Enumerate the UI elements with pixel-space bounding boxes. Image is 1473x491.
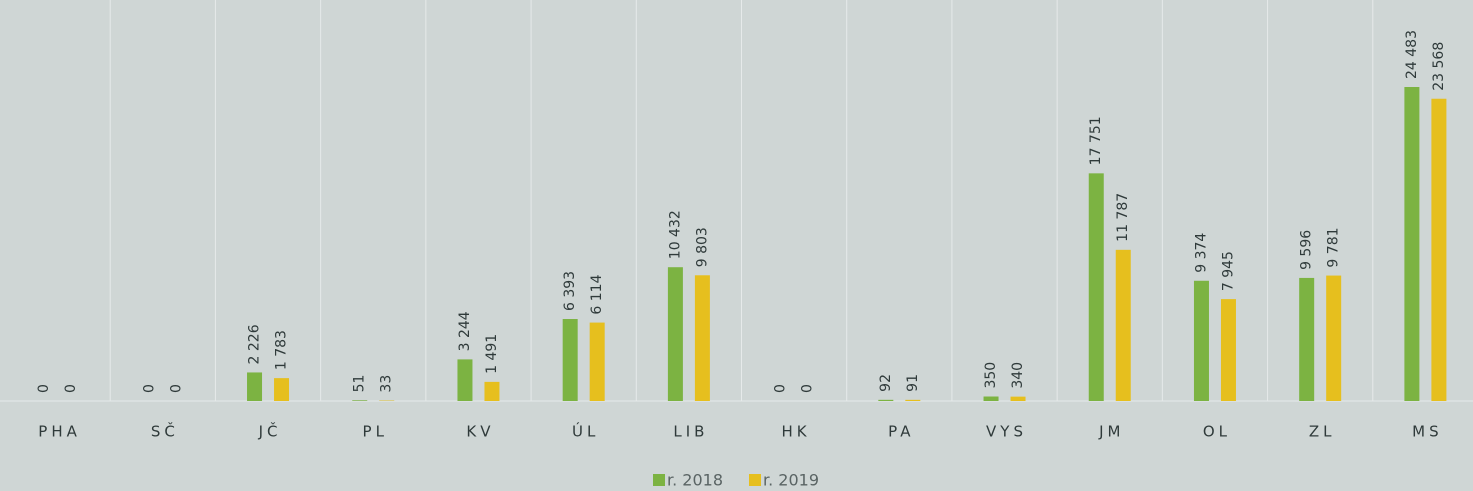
legend-swatch bbox=[749, 474, 761, 486]
value-label: 17 751 bbox=[1088, 116, 1104, 165]
value-label: 0 bbox=[36, 384, 52, 393]
value-label: 23 568 bbox=[1431, 42, 1447, 91]
value-label: 24 483 bbox=[1404, 30, 1420, 79]
value-label: 1 783 bbox=[274, 330, 290, 370]
x-tick-label: OL bbox=[1203, 423, 1231, 441]
value-label: 9 374 bbox=[1193, 233, 1209, 273]
bar bbox=[247, 372, 263, 401]
bar bbox=[667, 267, 683, 401]
value-label: 6 114 bbox=[589, 274, 605, 314]
bar bbox=[1431, 98, 1447, 402]
value-label: 9 803 bbox=[694, 227, 710, 267]
value-label: 10 432 bbox=[667, 210, 683, 259]
bar bbox=[1010, 396, 1026, 401]
value-label: 0 bbox=[141, 384, 157, 393]
value-label: 9 781 bbox=[1326, 227, 1342, 267]
bar bbox=[1115, 249, 1131, 401]
value-label: 11 787 bbox=[1115, 193, 1131, 242]
bar bbox=[562, 319, 578, 401]
legend-label: r. 2018 bbox=[667, 471, 723, 490]
value-label: 1 491 bbox=[484, 334, 500, 374]
x-tick-label: PL bbox=[363, 423, 388, 441]
x-tick-label: JM bbox=[1098, 423, 1124, 441]
x-tick-label: VYS bbox=[986, 423, 1027, 441]
value-label: 9 596 bbox=[1299, 230, 1315, 270]
bar bbox=[352, 400, 368, 401]
bar bbox=[1299, 277, 1315, 401]
bar bbox=[484, 381, 500, 401]
value-label: 91 bbox=[905, 374, 921, 392]
x-tick-label: ZL bbox=[1309, 423, 1336, 441]
value-label: 92 bbox=[878, 374, 894, 392]
bar bbox=[589, 322, 605, 401]
bar bbox=[878, 399, 894, 401]
bar bbox=[457, 359, 473, 401]
value-label: 0 bbox=[63, 384, 79, 393]
x-tick-label: HK bbox=[782, 423, 811, 441]
value-label: 0 bbox=[800, 384, 816, 393]
bar bbox=[1404, 87, 1420, 401]
x-tick-label: SČ bbox=[151, 422, 179, 441]
value-label: 33 bbox=[379, 375, 395, 393]
legend-swatch bbox=[653, 474, 665, 486]
bar bbox=[1220, 299, 1236, 401]
value-label: 6 393 bbox=[562, 271, 578, 311]
bar bbox=[1326, 275, 1342, 401]
bar bbox=[1088, 173, 1104, 401]
value-label: 7 945 bbox=[1220, 251, 1236, 291]
value-label: 340 bbox=[1010, 362, 1026, 389]
x-tick-label: MS bbox=[1412, 423, 1442, 441]
bar bbox=[1193, 280, 1209, 401]
value-label: 0 bbox=[168, 384, 184, 393]
x-tick-label: JČ bbox=[258, 422, 282, 441]
legend-label: r. 2019 bbox=[763, 471, 819, 490]
value-label: 51 bbox=[352, 375, 368, 393]
value-label: 3 244 bbox=[457, 311, 473, 351]
x-tick-label: PHA bbox=[38, 423, 81, 441]
x-tick-label: ÚL bbox=[572, 422, 599, 441]
value-label: 0 bbox=[773, 384, 789, 393]
bar bbox=[694, 275, 710, 401]
bar bbox=[274, 378, 290, 401]
x-tick-label: PA bbox=[888, 423, 914, 441]
value-label: 350 bbox=[983, 362, 999, 389]
x-tick-label: LIB bbox=[673, 423, 708, 441]
x-tick-label: KV bbox=[466, 423, 494, 441]
bar bbox=[905, 399, 921, 401]
bar bbox=[983, 396, 999, 401]
value-label: 2 226 bbox=[247, 324, 263, 364]
